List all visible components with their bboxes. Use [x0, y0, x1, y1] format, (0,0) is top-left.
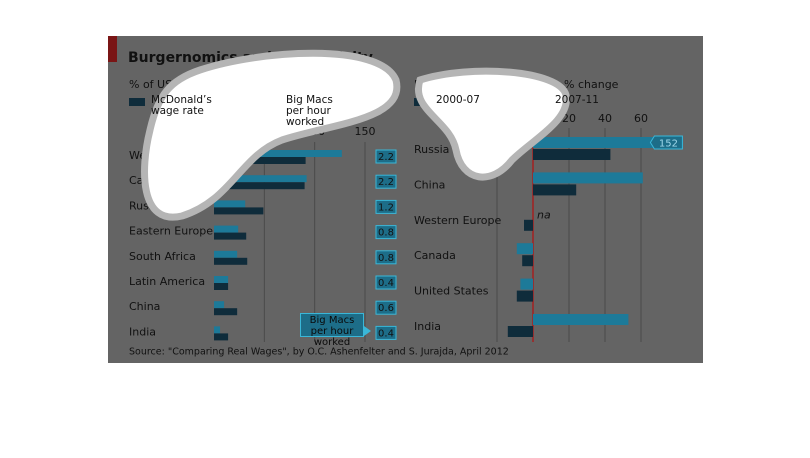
bar [214, 200, 246, 208]
bar [516, 290, 533, 302]
x-tick-label: 0 [211, 125, 218, 138]
legend-label: 2007-11 [555, 94, 599, 106]
bar [524, 219, 533, 231]
category-label: Russia [129, 199, 164, 212]
chart-title: Burgernomics and productivity [128, 50, 373, 66]
category-label: Eastern Europe [129, 225, 213, 238]
annotation: Big Macs per hour worked [300, 313, 364, 348]
x-tick-label: 20 [562, 112, 576, 125]
bar [214, 232, 247, 240]
side-value-box [375, 325, 397, 340]
bar [507, 326, 533, 337]
bar [214, 157, 306, 164]
bar [533, 314, 629, 325]
x-tick-label: 40 [598, 112, 612, 125]
x-tick-label: 20 [490, 112, 504, 125]
category-label: Western Europe [414, 214, 502, 227]
category-label: Russia [414, 143, 449, 156]
bar [214, 326, 221, 334]
side-value-box [375, 250, 397, 265]
brand-mark [108, 36, 117, 62]
value-label: 152 [659, 139, 678, 150]
side-value-box [375, 225, 397, 240]
bar [520, 278, 533, 290]
side-value: 0.4 [378, 328, 394, 339]
category-label: Canada [129, 174, 171, 187]
bar [214, 308, 238, 316]
category-label: India [129, 325, 156, 338]
category-label: India [414, 320, 441, 333]
bar [533, 137, 683, 148]
na-label: na [537, 208, 551, 221]
bar [214, 207, 264, 215]
legend-label: 2000-07 [436, 94, 480, 106]
overflow-marker [649, 135, 683, 150]
side-value: 0.8 [378, 253, 394, 264]
bar [522, 255, 533, 267]
bar [214, 250, 238, 258]
bar [533, 184, 577, 196]
category-label: South Africa [129, 250, 196, 263]
bar [214, 276, 229, 283]
legend-label: McDonald’s wage rate [151, 94, 212, 117]
category-label: Latin America [129, 275, 205, 288]
legend-swatch [414, 98, 430, 106]
source: Source: "Comparing Real Wages", by O.C. … [129, 347, 509, 358]
bar [214, 301, 225, 309]
side-value: 0.4 [378, 278, 394, 289]
sign-label: – [514, 112, 520, 125]
x-tick-label: 60 [634, 112, 648, 125]
legend-swatch [533, 98, 549, 106]
bar [214, 283, 229, 290]
legend-label: Big Macs per hour worked [286, 94, 333, 128]
side-value: 0.8 [378, 228, 394, 239]
side-value: 0.6 [378, 303, 394, 314]
legend-swatch [265, 98, 281, 106]
bar [533, 172, 643, 184]
category-label: Canada [414, 249, 456, 262]
side-value: 2.2 [378, 152, 394, 163]
category-label: Western Europe [129, 149, 217, 162]
category-label: China [414, 178, 445, 191]
bar [214, 225, 239, 233]
bar [516, 243, 533, 255]
side-value: 2.2 [378, 177, 394, 188]
x-tick-label: 150 [355, 125, 376, 138]
bar [214, 333, 229, 341]
bar [214, 175, 307, 183]
bar [533, 149, 611, 160]
legend-swatch [129, 98, 145, 106]
bar [214, 257, 248, 265]
subtitle: % of US, 2007 [129, 78, 207, 91]
sign-label: + [544, 112, 553, 125]
x-tick-label: 50 [257, 125, 271, 138]
plot-area [507, 137, 683, 337]
category-label: China [129, 300, 160, 313]
subtitle: Big Macs per hour worked, % change [414, 78, 619, 91]
side-value: 1.2 [378, 202, 394, 213]
side-value-box [375, 300, 397, 315]
side-value-box [375, 275, 397, 290]
bar [214, 182, 305, 190]
category-label: United States [414, 285, 489, 298]
x-tick-label: 0 [530, 112, 537, 125]
bar [214, 150, 342, 157]
